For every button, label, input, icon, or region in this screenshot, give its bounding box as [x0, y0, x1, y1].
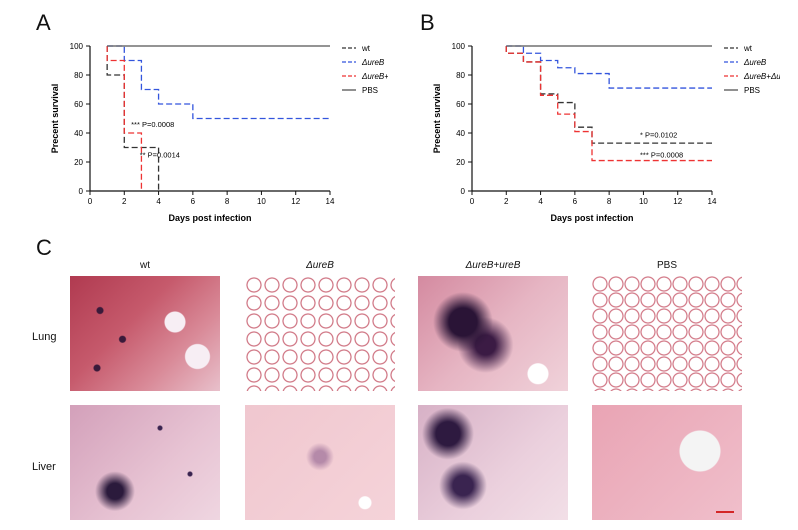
legend-label: PBS — [362, 86, 378, 95]
histology-col-label-ureb: ΔureB — [306, 260, 334, 271]
lung-pbs-image — [592, 276, 742, 391]
series-line--ureb — [506, 45, 712, 89]
y-tick-label: 20 — [74, 158, 83, 167]
x-tick-label: 4 — [538, 197, 543, 206]
legend-label: wt — [743, 44, 753, 53]
y-axis-label: Precent survival — [50, 84, 60, 154]
p-value-annotation: * P=0.0102 — [640, 130, 677, 139]
x-tick-label: 2 — [122, 197, 127, 206]
panel-letter-c: C — [36, 235, 52, 260]
x-tick-label: 8 — [607, 197, 612, 206]
y-tick-label: 60 — [74, 100, 83, 109]
x-tick-label: 14 — [326, 197, 335, 206]
histology-row-label-liver: Liver — [32, 461, 56, 473]
x-tick-label: 8 — [225, 197, 230, 206]
histology-col-label-pbs: PBS — [656, 260, 677, 271]
x-tick-label: 0 — [88, 197, 93, 206]
panel-letter-b: B — [420, 10, 435, 35]
x-tick-label: 10 — [639, 197, 648, 206]
lung-ureb-comp-image — [418, 276, 568, 391]
survival-chart-a: 0 20 40 60 80 100 0 2 4 6 8 10 12 14 Days post infecti… — [50, 42, 388, 223]
scale-bar — [716, 511, 734, 513]
histology-col-label-ureb-comp: ΔureB+ureB — [465, 260, 521, 271]
liver-ureb-comp-image — [418, 405, 568, 520]
panel-letter-a: A — [36, 10, 51, 35]
y-tick-label: 0 — [79, 187, 84, 196]
legend-label: ΔureB+ΔureB — [743, 72, 780, 81]
x-tick-label: 12 — [291, 197, 300, 206]
p-value-annotation: *** P=0.0008 — [640, 151, 683, 160]
liver-wt-image — [70, 405, 220, 520]
survival-chart-b: 0 20 40 60 80 100 0 2 4 6 8 10 12 14 Days post infecti… — [432, 42, 780, 223]
y-tick-label: 100 — [452, 42, 466, 51]
x-tick-label: 6 — [191, 197, 196, 206]
histology-row-label-lung: Lung — [32, 331, 57, 343]
x-tick-label: 6 — [573, 197, 578, 206]
legend-label: ΔureB — [361, 58, 385, 67]
series-line--ureb — [107, 45, 330, 120]
liver-ureb-image — [245, 405, 395, 520]
legend-label: ΔureB+ΔureB — [361, 72, 388, 81]
x-tick-label: 14 — [708, 197, 717, 206]
y-tick-label: 100 — [70, 42, 84, 51]
x-axis-label: Days post infection — [550, 213, 633, 223]
x-tick-label: 12 — [673, 197, 682, 206]
y-tick-label: 20 — [456, 158, 465, 167]
p-value-annotation: ** P=0.0014 — [140, 151, 180, 160]
series-line--ureb-ureb — [505, 46, 712, 162]
liver-pbs-image — [592, 405, 742, 520]
y-tick-label: 40 — [456, 129, 465, 138]
lung-ureb-image — [245, 276, 395, 391]
x-tick-label: 10 — [257, 197, 266, 206]
legend-label: PBS — [744, 86, 760, 95]
y-tick-label: 80 — [74, 71, 83, 80]
series-line--ureb-ureb — [106, 46, 143, 191]
series-line-wt — [106, 46, 160, 191]
series-line-wt — [505, 46, 712, 144]
legend-label: ΔureB — [743, 58, 767, 67]
y-tick-label: 40 — [74, 129, 83, 138]
y-tick-label: 0 — [461, 187, 466, 196]
histology-col-label-wt: wt — [140, 260, 150, 271]
x-tick-label: 2 — [504, 197, 509, 206]
y-tick-label: 60 — [456, 100, 465, 109]
lung-wt-image — [70, 276, 220, 391]
x-axis-label: Days post infection — [168, 213, 251, 223]
y-tick-label: 80 — [456, 71, 465, 80]
legend-label: wt — [361, 44, 371, 53]
y-axis-label: Precent survival — [432, 84, 442, 154]
x-tick-label: 0 — [470, 197, 475, 206]
x-tick-label: 4 — [156, 197, 161, 206]
p-value-annotation: *** P=0.0008 — [131, 120, 174, 129]
